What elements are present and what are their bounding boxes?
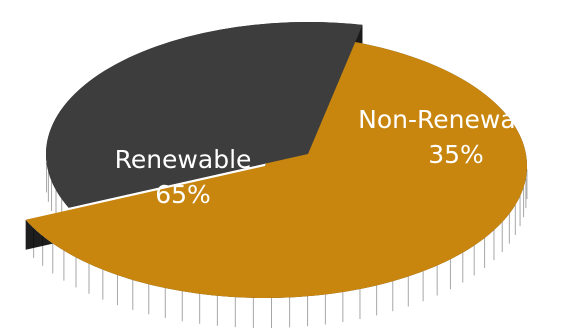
pie-slice-non-renewable xyxy=(46,21,363,208)
slice-label-nonrenewable-name: Non-Renewable xyxy=(358,105,554,134)
slice-label-renewable-percent: 65% xyxy=(155,180,211,209)
slice-label-renewable-name: Renewable xyxy=(115,145,252,174)
pie-top-layer xyxy=(25,21,527,298)
pie-slice-renewable xyxy=(25,36,527,298)
slice-label-nonrenewable-percent: 35% xyxy=(428,140,484,169)
pie-labels: Renewable 65% Non-Renewable 35% xyxy=(115,105,554,209)
